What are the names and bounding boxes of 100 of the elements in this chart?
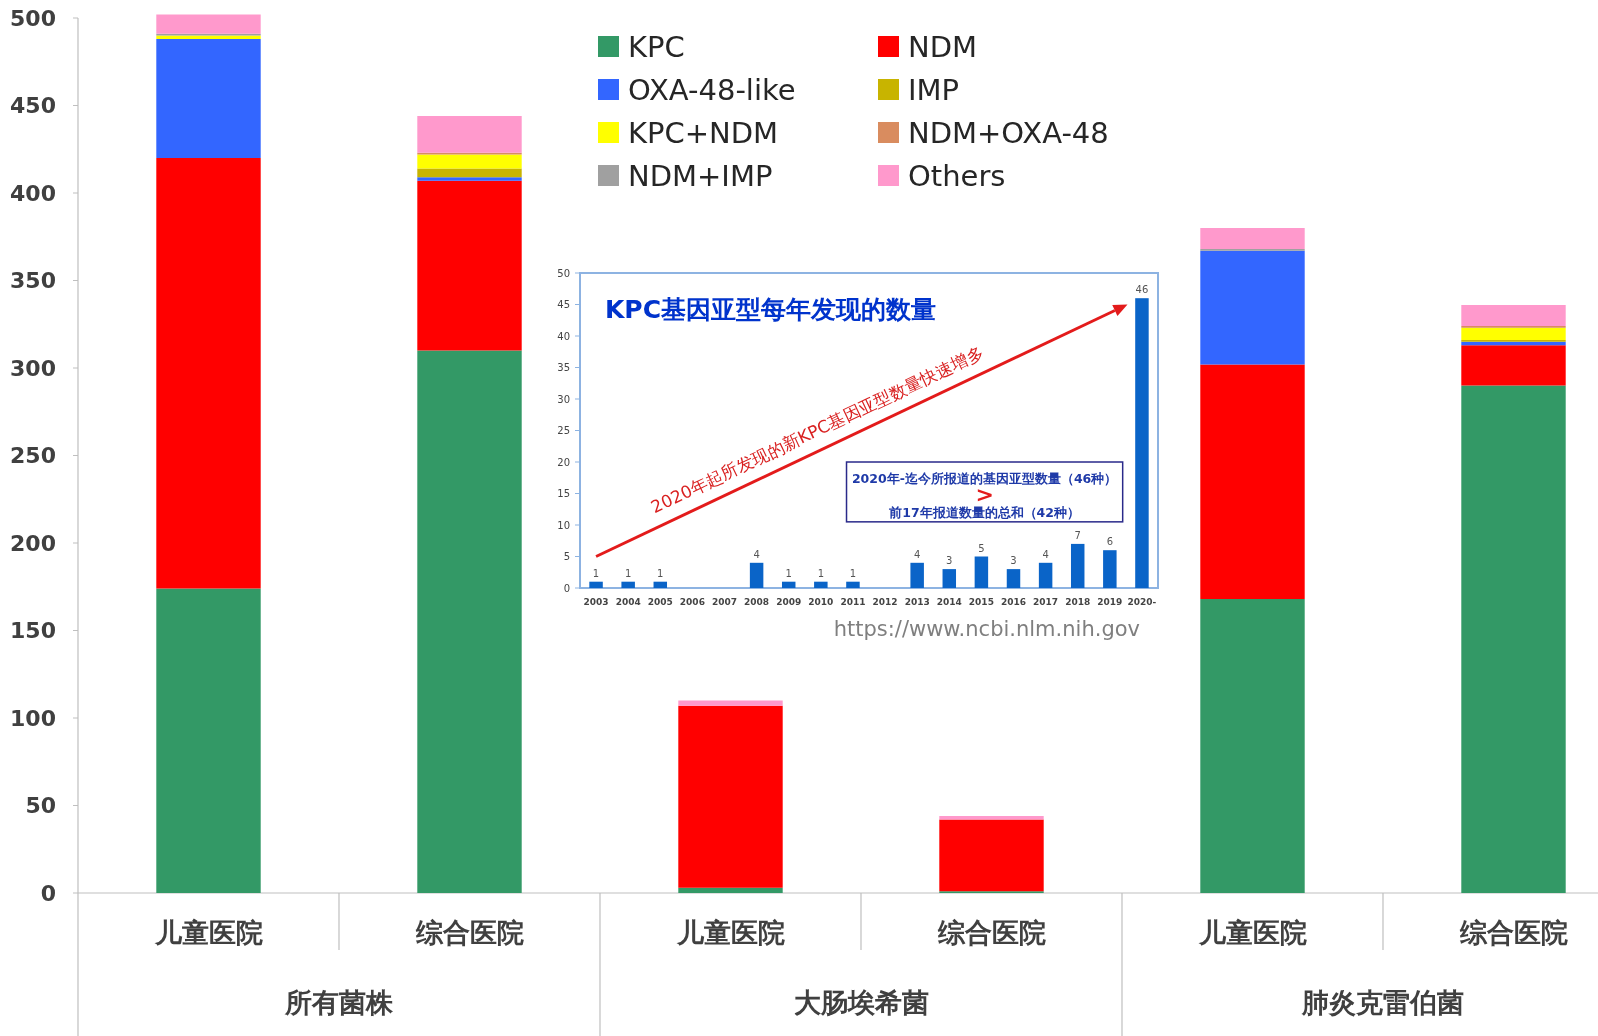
y-tick-label: 30 bbox=[557, 393, 570, 405]
bar bbox=[1006, 569, 1021, 588]
bar bbox=[678, 887, 783, 893]
annotation: 前17年报道数量的总和（42种） bbox=[888, 505, 1080, 521]
bar bbox=[1103, 550, 1117, 588]
legend-label: KPC+NDM bbox=[628, 116, 779, 150]
bar bbox=[1135, 298, 1149, 588]
bar bbox=[653, 581, 668, 588]
x-tick-label: 2012 bbox=[872, 597, 898, 607]
bar bbox=[1200, 250, 1305, 365]
legend-label: NDM+OXA-48 bbox=[908, 116, 1109, 150]
data-label: 1 bbox=[624, 567, 632, 579]
bar bbox=[156, 14, 261, 34]
x-tick-label: 综合医院 bbox=[936, 917, 1046, 948]
y-tick-label: 50 bbox=[557, 267, 570, 279]
y-tick-label: 500 bbox=[10, 5, 56, 31]
text: 所有菌株 bbox=[284, 987, 394, 1018]
x-tick-label: 2003 bbox=[583, 597, 609, 607]
x-tick-label: 儿童医院 bbox=[153, 917, 263, 948]
bar bbox=[1038, 562, 1053, 588]
y-tick-label: 35 bbox=[557, 362, 570, 373]
bar bbox=[678, 705, 783, 888]
y-tick-label: 5 bbox=[563, 551, 570, 562]
bar bbox=[417, 350, 522, 893]
data-label: 6 bbox=[1106, 536, 1114, 548]
data-label: 4 bbox=[753, 548, 760, 560]
bar bbox=[417, 168, 522, 178]
data-label: 1 bbox=[785, 567, 792, 579]
bar bbox=[417, 180, 522, 351]
text: 大肠埃希菌 bbox=[793, 987, 929, 1018]
data-label: 1 bbox=[657, 567, 664, 579]
bar bbox=[781, 581, 796, 588]
y-tick-label: 40 bbox=[557, 330, 570, 342]
data-label: 1 bbox=[849, 567, 857, 579]
x-tick-label: 2008 bbox=[744, 597, 770, 607]
y-tick-label: 10 bbox=[557, 519, 570, 531]
bar bbox=[156, 39, 261, 158]
x-tick-label: 综合医院 bbox=[414, 917, 524, 948]
bar bbox=[417, 154, 522, 169]
x-tick-label: 2020- bbox=[1127, 597, 1157, 607]
bar bbox=[939, 819, 1044, 892]
bar bbox=[974, 556, 989, 588]
y-tick-label: 400 bbox=[10, 180, 56, 206]
x-tick-label: 2005 bbox=[647, 597, 673, 607]
y-tick-label: 0 bbox=[40, 880, 56, 906]
bar bbox=[749, 562, 764, 588]
bar bbox=[939, 816, 1044, 820]
data-label: 1 bbox=[592, 567, 600, 579]
legend-label: NDM+IMP bbox=[628, 159, 773, 193]
data-label: 1 bbox=[817, 567, 825, 579]
data-label: 7 bbox=[1074, 529, 1081, 541]
x-tick-label: 2018 bbox=[1065, 597, 1091, 607]
data-label: 46 bbox=[1135, 284, 1149, 296]
bar bbox=[814, 581, 828, 588]
y-tick-label: 450 bbox=[10, 93, 56, 119]
x-tick-label: 2010 bbox=[808, 597, 834, 607]
x-tick-label: 2015 bbox=[968, 597, 994, 607]
y-tick-label: 20 bbox=[557, 456, 570, 468]
y-tick-label: 0 bbox=[563, 582, 570, 594]
data-label: 3 bbox=[1010, 555, 1017, 567]
y-tick-label: 250 bbox=[10, 443, 56, 469]
bar bbox=[678, 700, 783, 706]
data-label: 4 bbox=[1042, 548, 1049, 560]
y-tick-label: 100 bbox=[10, 705, 56, 731]
bar bbox=[1461, 385, 1566, 893]
y-tick-label: 150 bbox=[10, 618, 56, 644]
x-tick-label: 2019 bbox=[1097, 597, 1123, 607]
x-tick-label: 2009 bbox=[776, 597, 802, 607]
x-tick-label: 2006 bbox=[679, 597, 705, 607]
x-tick-label: 2007 bbox=[711, 597, 738, 607]
bar bbox=[417, 177, 522, 181]
y-tick-label: 50 bbox=[25, 793, 56, 819]
bar bbox=[1200, 364, 1305, 599]
annotation: https://www.ncbi.nlm.nih.gov bbox=[833, 617, 1140, 641]
bar bbox=[910, 562, 924, 588]
bar bbox=[1200, 599, 1305, 893]
legend-label: IMP bbox=[908, 73, 960, 107]
x-tick-label: 2004 bbox=[615, 597, 641, 607]
y-tick-label: 15 bbox=[557, 488, 570, 499]
text: KPC基因亚型每年发现的数量 bbox=[605, 295, 937, 324]
bar bbox=[156, 588, 261, 893]
data-label: 5 bbox=[978, 542, 985, 554]
data-label: 4 bbox=[913, 548, 921, 560]
bar bbox=[156, 158, 261, 589]
legend-label: NDM bbox=[908, 30, 978, 64]
bar bbox=[589, 581, 603, 588]
y-tick-label: 45 bbox=[557, 299, 570, 310]
x-tick-label: 综合医院 bbox=[1458, 917, 1568, 948]
bar bbox=[417, 116, 522, 153]
x-tick-label: 2016 bbox=[1000, 597, 1027, 607]
legend-label: KPC bbox=[628, 30, 685, 64]
x-tick-label: 2017 bbox=[1033, 597, 1059, 607]
legend-label: Others bbox=[908, 159, 1006, 193]
y-tick-label: 200 bbox=[10, 530, 56, 556]
y-tick-label: 25 bbox=[557, 425, 570, 436]
bar bbox=[1461, 305, 1566, 326]
bar bbox=[1200, 228, 1305, 249]
x-tick-label: 2013 bbox=[904, 597, 930, 607]
x-tick-label: 儿童医院 bbox=[675, 917, 785, 948]
bar bbox=[621, 581, 635, 588]
